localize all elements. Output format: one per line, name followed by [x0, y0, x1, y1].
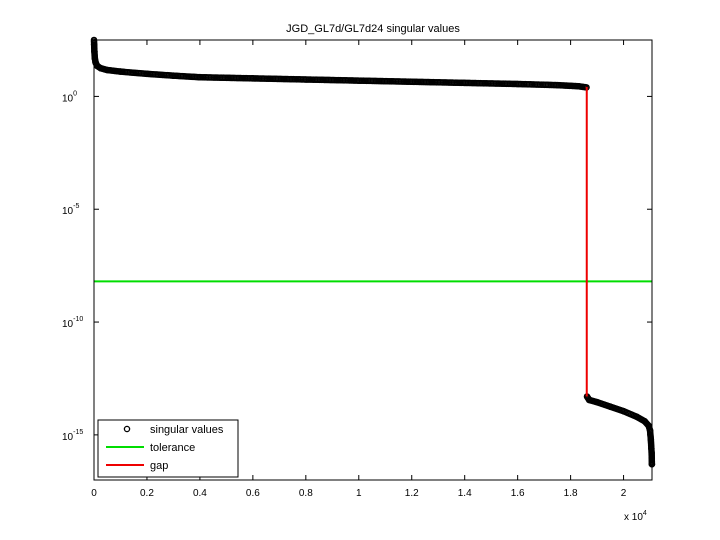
x-tick-label: 1 — [356, 488, 362, 499]
singular-values-series — [90, 36, 656, 468]
x-axis-multiplier-base: x 10 — [624, 512, 643, 523]
x-tick-label: 1.2 — [405, 488, 419, 499]
x-axis-multiplier: x 104 — [624, 510, 647, 523]
plot-border — [93, 39, 653, 481]
legend-label-singular-values: singular values — [150, 424, 224, 436]
x-tick-label: 0.2 — [140, 488, 154, 499]
legend-label-tolerance: tolerance — [150, 442, 195, 454]
x-tick-label: 1.6 — [511, 488, 525, 499]
plot-area — [94, 40, 652, 480]
y-tick-label: 10-15 — [62, 429, 83, 443]
x-axis-multiplier-exponent: 4 — [643, 510, 647, 517]
y-tick-label: 10-5 — [62, 203, 79, 217]
legend-label-gap: gap — [150, 460, 168, 472]
chart-title: JGD_GL7d/GL7d24 singular values — [286, 23, 460, 35]
x-tick-label: 1.4 — [458, 488, 472, 499]
y-tick-label: 10-10 — [62, 316, 83, 330]
x-tick-label: 1.8 — [564, 488, 578, 499]
legend: singular values tolerance gap — [97, 419, 239, 478]
legend-marker-singular-values — [123, 425, 131, 433]
legend-box — [97, 419, 239, 478]
x-tick-label: 0.6 — [246, 488, 260, 499]
x-tick-label: 0.4 — [193, 488, 207, 499]
x-tick-label: 0.8 — [299, 488, 313, 499]
x-tick-label: 2 — [621, 488, 627, 499]
x-axis-ticks: 0 0.2 0.4 0.6 0.8 1 1.2 1.4 1.6 1.8 2 — [91, 40, 627, 499]
y-tick-label: 100 — [62, 90, 77, 104]
x-tick-label: 0 — [91, 488, 97, 499]
